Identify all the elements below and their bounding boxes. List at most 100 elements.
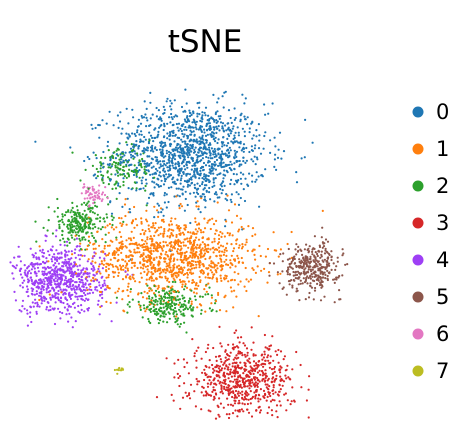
scatter-point-series-4 <box>41 284 44 288</box>
scatter-point-series-0 <box>276 156 280 159</box>
scatter-point-series-1 <box>203 227 207 230</box>
scatter-point-series-0 <box>239 118 242 121</box>
scatter-point-series-5 <box>318 244 321 247</box>
scatter-point-series-5 <box>281 260 284 263</box>
scatter-point-series-1 <box>256 265 259 268</box>
scatter-point-series-1 <box>152 250 155 253</box>
scatter-point-series-3 <box>236 415 239 418</box>
scatter-point-series-2 <box>170 299 173 302</box>
scatter-point-series-3 <box>221 392 224 395</box>
scatter-point-series-0 <box>248 127 251 130</box>
scatter-point-series-1 <box>105 265 108 268</box>
scatter-point-series-3 <box>268 366 271 369</box>
scatter-point-series-1 <box>198 275 201 279</box>
scatter-point-series-0 <box>162 105 165 108</box>
scatter-point-series-4 <box>70 263 73 266</box>
scatter-point-series-2 <box>104 241 107 244</box>
scatter-point-series-1 <box>122 268 125 271</box>
scatter-point-series-0 <box>250 145 253 148</box>
scatter-point-series-1 <box>104 226 107 229</box>
scatter-point-series-1 <box>194 228 197 231</box>
scatter-point-series-3 <box>263 392 267 395</box>
scatter-point-series-5 <box>321 259 324 262</box>
scatter-point-series-4 <box>49 248 53 251</box>
scatter-point-series-2 <box>78 211 81 215</box>
scatter-point-series-1 <box>216 248 219 251</box>
scatter-point-series-2 <box>214 302 217 305</box>
scatter-point-series-2 <box>179 310 182 313</box>
scatter-point-series-3 <box>224 382 227 386</box>
scatter-point-series-4 <box>93 254 96 258</box>
scatter-point-series-0 <box>155 156 158 159</box>
scatter-point-series-3 <box>234 385 237 388</box>
scatter-point-series-3 <box>203 368 206 371</box>
scatter-point-series-0 <box>199 126 202 129</box>
scatter-point-series-3 <box>244 362 247 365</box>
chart-title: tSNE <box>168 24 243 60</box>
scatter-point-series-3 <box>204 373 207 377</box>
scatter-point-series-3 <box>233 369 236 372</box>
scatter-point-series-0 <box>209 172 212 175</box>
scatter-point-series-5 <box>326 261 329 264</box>
scatter-point-series-0 <box>143 162 146 165</box>
scatter-point-series-5 <box>312 271 315 274</box>
scatter-point-series-3 <box>250 385 253 388</box>
scatter-point-series-0 <box>200 130 203 133</box>
scatter-point-series-0 <box>195 138 198 141</box>
scatter-point-series-2 <box>167 285 170 288</box>
scatter-point-series-1 <box>141 239 144 242</box>
scatter-point-series-1 <box>94 247 97 250</box>
scatter-point-series-3 <box>220 367 224 370</box>
scatter-point-series-0 <box>300 157 303 160</box>
scatter-point-series-1 <box>152 247 156 250</box>
scatter-point-series-4 <box>44 276 47 280</box>
scatter-point-series-4 <box>70 316 73 319</box>
scatter-point-series-1 <box>176 290 179 293</box>
scatter-point-series-5 <box>306 275 309 278</box>
scatter-point-series-3 <box>228 373 232 376</box>
scatter-point-series-0 <box>199 154 202 157</box>
scatter-point-series-0 <box>222 173 225 176</box>
scatter-point-series-2 <box>82 228 85 231</box>
scatter-point-series-4 <box>103 282 106 285</box>
scatter-point-series-3 <box>227 366 230 369</box>
scatter-point-series-4 <box>100 286 103 289</box>
scatter-point-series-4 <box>67 320 70 323</box>
scatter-point-series-1 <box>186 271 189 275</box>
scatter-point-series-0 <box>212 132 216 135</box>
scatter-point-series-4 <box>45 257 48 260</box>
scatter-point-series-0 <box>188 120 191 123</box>
scatter-point-series-3 <box>225 353 229 356</box>
scatter-point-series-0 <box>258 139 261 142</box>
scatter-point-series-2 <box>63 223 66 226</box>
scatter-point-series-1 <box>219 257 222 260</box>
scatter-point-series-4 <box>48 290 51 293</box>
scatter-point-series-1 <box>173 257 176 260</box>
scatter-point-series-4 <box>69 278 72 281</box>
scatter-point-series-1 <box>238 228 241 231</box>
scatter-point-series-4 <box>73 306 76 309</box>
scatter-point-series-0 <box>159 175 162 178</box>
scatter-point-series-3 <box>217 413 220 416</box>
scatter-point-series-0 <box>130 188 133 191</box>
scatter-point-series-1 <box>160 247 164 250</box>
scatter-point-series-1 <box>173 279 176 282</box>
scatter-point-series-0 <box>239 177 242 180</box>
scatter-point-series-2 <box>114 166 117 169</box>
scatter-point-series-0 <box>165 149 168 152</box>
scatter-point-series-2 <box>170 295 173 299</box>
scatter-point-series-2 <box>207 293 210 296</box>
scatter-point-series-3 <box>210 381 213 384</box>
scatter-point-series-1 <box>189 251 192 254</box>
scatter-point-series-3 <box>247 411 251 414</box>
scatter-point-series-3 <box>241 390 244 393</box>
scatter-point-series-0 <box>251 174 254 177</box>
scatter-point-series-5 <box>319 277 322 280</box>
scatter-point-series-1 <box>184 228 187 231</box>
scatter-point-series-0 <box>225 193 228 196</box>
scatter-point-series-5 <box>320 250 323 253</box>
scatter-point-series-3 <box>236 392 239 395</box>
scatter-point-series-0 <box>194 187 197 190</box>
scatter-point-series-0 <box>215 125 218 128</box>
